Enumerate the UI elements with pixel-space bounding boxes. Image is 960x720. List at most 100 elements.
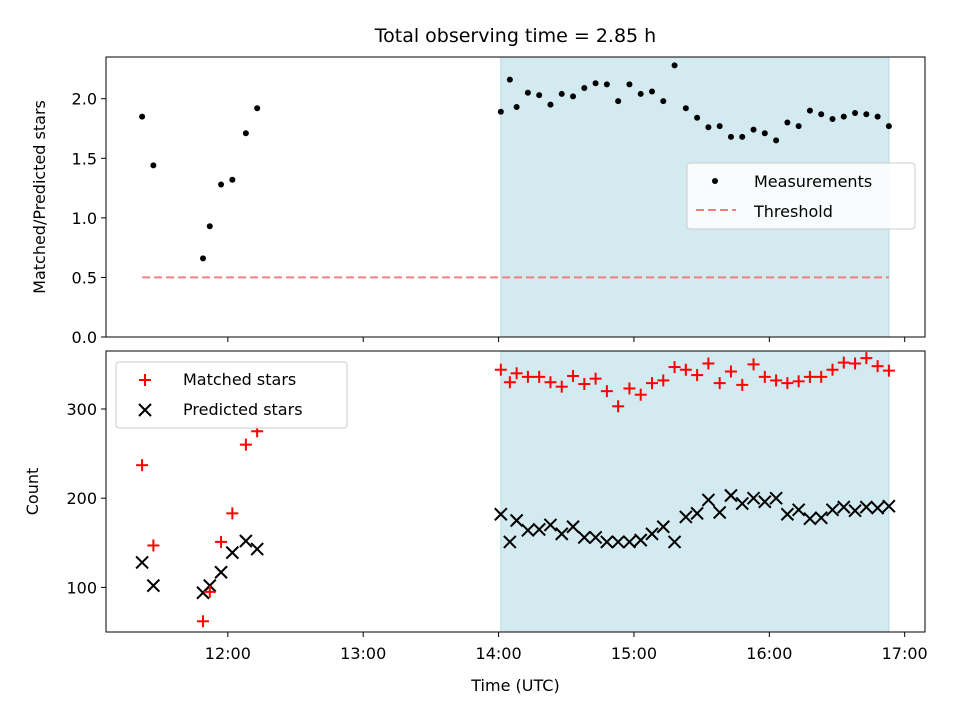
measurement-point [694, 114, 701, 121]
matched-star-point [657, 374, 670, 387]
predicted-star-point [724, 488, 738, 503]
predicted-star-point [600, 535, 614, 549]
predicted-star-point-b [250, 542, 264, 556]
top-ytick-label: 1.0 [72, 209, 97, 228]
predicted-star-point-b [135, 555, 149, 570]
predicted-star-point-b [814, 511, 828, 525]
measurement-point [660, 98, 667, 105]
measurement-point [603, 81, 610, 88]
top-ytick-label: 2.0 [72, 90, 97, 109]
measurement-point [818, 111, 825, 118]
bottom-panel: 100 200 300 12:00 13:00 14:00 15:00 16:00 17:00 T… [23, 350, 928, 695]
matched-star-point [815, 370, 828, 383]
predicted-star-point [566, 520, 580, 534]
measurement-point [727, 133, 734, 140]
matched-star-point [215, 535, 228, 548]
predicted-star-point [735, 496, 749, 511]
matched-star-point [713, 377, 726, 390]
measurement-point [649, 88, 655, 95]
measurement-point [671, 62, 678, 69]
measurement-point [497, 108, 504, 115]
legend-label-threshold: Threshold [753, 202, 833, 221]
top-ytick-label: 0.0 [72, 328, 97, 347]
predicted-star-point-b [532, 522, 546, 537]
matched-star-point [494, 363, 507, 376]
matched-star-point [226, 507, 239, 520]
legend-label-measurements: Measurements [754, 172, 872, 191]
measurement-point [863, 111, 870, 118]
bottom-ylabel: Count [23, 468, 42, 516]
matched-star-point [510, 367, 523, 380]
measurement-point [795, 123, 802, 130]
bottom-xtick-label: 15:00 [611, 644, 657, 663]
measurement-point [705, 124, 712, 131]
top-panel: 0.0 0.5 1.0 1.5 2.0 Matched/Predicted stars Me… [30, 56, 926, 347]
predicted-star-point-b [769, 491, 783, 505]
predicted-star-point-b [791, 503, 806, 517]
predicted-star-point [814, 511, 828, 525]
chart-title: Total observing time = 2.85 h [374, 25, 656, 47]
matched-star-point [197, 615, 210, 628]
measurement-point [513, 104, 520, 111]
matched-star-point [600, 385, 613, 398]
predicted-star-point [837, 500, 851, 514]
predicted-star-point-b [724, 488, 738, 503]
predicted-star-point-b [622, 535, 637, 549]
matched-star-point [702, 357, 715, 370]
predicted-star-point-b [494, 507, 508, 521]
matched-star-point [826, 363, 839, 376]
bottom-frame [105, 350, 926, 633]
matched-star-point [533, 370, 546, 383]
predicted-star-point-b [634, 533, 648, 547]
predicted-star-point [803, 512, 817, 526]
matched-star-point [803, 370, 816, 383]
legend-marker-matched [139, 374, 151, 386]
measurement-point [637, 90, 644, 97]
predicted-star-point-b [214, 565, 228, 579]
predicted-star-point [146, 578, 161, 593]
matched-star-point [203, 585, 216, 598]
matched-star-point [860, 352, 873, 365]
predicted-star-point-b [803, 512, 817, 526]
matched-star-point [136, 459, 149, 472]
legend-label-predicted: Predicted stars [183, 400, 303, 419]
measurement-point [581, 84, 588, 91]
matched-star-point [589, 372, 602, 385]
measurement-point [739, 133, 746, 140]
predicted-star-point [543, 518, 558, 532]
measurement-point [200, 255, 207, 262]
predicted-star-point [848, 503, 862, 518]
predicted-star-point-b [509, 513, 524, 528]
predicted-star-point [645, 527, 659, 541]
matched-star-point [239, 438, 252, 451]
predicted-star-point-b [712, 505, 727, 520]
predicted-star-point-b [566, 520, 580, 534]
predicted-star-point [769, 491, 783, 505]
predicted-star-point-b [225, 545, 240, 560]
bottom-legend: Matched stars Predicted stars [115, 361, 348, 429]
measurement-point [615, 98, 622, 105]
bottom-xtick-label: 16:00 [746, 644, 792, 663]
legend-marker-predicted-b [138, 403, 152, 417]
predicted-star-point-b [239, 534, 253, 548]
predicted-star-point-b [146, 578, 161, 593]
predicted-star-point-b [780, 507, 795, 521]
matched-star-point [567, 369, 580, 382]
matched-star-point [646, 377, 658, 390]
bottom-xtick-label: 12:00 [205, 644, 251, 663]
matched-star-point [882, 364, 895, 377]
bottom-xtick-label: 14:00 [476, 644, 522, 663]
measurement-point [206, 223, 213, 230]
predicted-star-point [577, 530, 592, 545]
predicted-star-point-b [543, 518, 558, 532]
measurement-point [254, 105, 261, 112]
bottom-xtick-label: 17:00 [882, 644, 928, 663]
predicted-star-point-b [825, 503, 840, 517]
measurement-point [547, 101, 554, 108]
measurement-point [829, 115, 836, 122]
predicted-star-point [214, 565, 228, 579]
bottom-observing-window [500, 350, 890, 633]
matched-star-point [691, 369, 704, 382]
top-legend: Measurements Threshold [686, 162, 916, 230]
